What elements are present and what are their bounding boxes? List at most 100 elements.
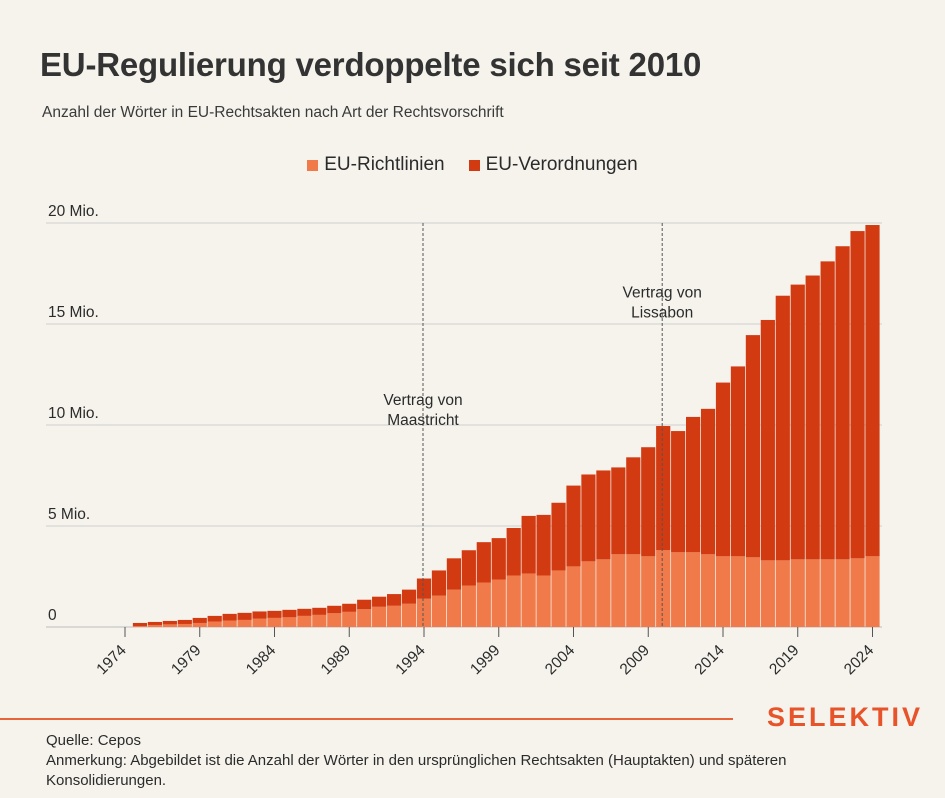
bar-richtlinien-2002 <box>536 575 551 627</box>
legend-swatch-verordnungen <box>468 159 480 171</box>
bar-verordnungen-2023 <box>850 231 865 559</box>
bar-verordnungen-1984 <box>267 610 282 618</box>
bar-richtlinien-1991 <box>372 606 387 627</box>
bar-verordnungen-2006 <box>596 470 611 560</box>
bar-richtlinien-1981 <box>222 620 237 627</box>
bar-richtlinien-2009 <box>641 556 656 627</box>
bar-verordnungen-1987 <box>312 607 327 615</box>
bar-verordnungen-1991 <box>372 596 387 607</box>
bar-richtlinien-2005 <box>581 561 596 627</box>
brand-logo: SELEKTIV <box>766 702 923 732</box>
x-tick-label-1974: 1974 <box>93 642 130 679</box>
bar-verordnungen-2009 <box>641 447 656 557</box>
footnote: Quelle: Cepos Anmerkung: Abgebildet ist … <box>46 731 906 791</box>
bar-richtlinien-1975 <box>132 625 148 627</box>
bar-verordnungen-2001 <box>521 515 536 574</box>
legend-item-richtlinien: EU-Richtlinien <box>307 154 445 176</box>
bar-richtlinien-1997 <box>461 585 476 627</box>
bar-verordnungen-2002 <box>536 514 551 576</box>
annotation-label-1-line-0: Vertrag von <box>623 285 702 302</box>
annotation-label-0: Vertrag von Maastricht <box>383 392 462 429</box>
bar-richtlinien-2003 <box>551 570 566 627</box>
bar-verordnungen-1977 <box>162 620 177 625</box>
bar-verordnungen-2011 <box>671 431 686 553</box>
bar-richtlinien-1989 <box>342 611 357 627</box>
bar-richtlinien-2001 <box>521 573 536 627</box>
source-note: Quelle: Cepos <box>46 732 142 749</box>
x-tick-label-1989: 1989 <box>318 642 354 678</box>
bar-richtlinien-1984 <box>267 617 282 627</box>
bar-richtlinien-2017 <box>760 560 775 627</box>
bar-richtlinien-1977 <box>162 624 177 627</box>
bar-verordnungen-1986 <box>297 608 312 616</box>
bar-richtlinien-1996 <box>446 589 461 627</box>
x-tick-label-1994: 1994 <box>392 642 429 679</box>
bar-verordnungen-2018 <box>775 295 790 561</box>
bar-richtlinien-1999 <box>491 579 506 627</box>
bar-verordnungen-1976 <box>147 621 162 625</box>
bar-verordnungen-1995 <box>431 570 447 596</box>
bar-verordnungen-1999 <box>491 538 506 580</box>
bar-verordnungen-1979 <box>192 617 207 623</box>
x-tick-label-1999: 1999 <box>467 642 503 678</box>
bar-verordnungen-1981 <box>222 613 237 621</box>
bar-richtlinien-1995 <box>431 595 447 627</box>
y-tick-label-0: 0 <box>48 607 57 624</box>
bar-richtlinien-2014 <box>715 556 731 627</box>
annotation-label-0-line-0: Vertrag von <box>383 392 462 409</box>
bar-richtlinien-2018 <box>775 560 790 627</box>
x-tick-label-2004: 2004 <box>542 642 579 679</box>
bar-verordnungen-2008 <box>626 457 641 555</box>
bar-richtlinien-1988 <box>327 613 342 627</box>
y-tick-label-20: 20 Mio. <box>48 203 99 220</box>
x-tick-label-2019: 2019 <box>766 642 802 678</box>
bar-richtlinien-2013 <box>700 554 716 627</box>
bar-verordnungen-2010 <box>656 426 671 551</box>
bar-verordnungen-1993 <box>401 589 417 604</box>
legend-label-richtlinien: EU-Richtlinien <box>324 154 445 175</box>
legend-swatch-richtlinien <box>307 159 319 171</box>
bar-richtlinien-1979 <box>192 622 207 627</box>
bar-verordnungen-2012 <box>686 416 701 553</box>
bar-richtlinien-2016 <box>745 557 760 627</box>
bar-verordnungen-2013 <box>700 408 716 555</box>
chart-title: EU-Regulierung verdoppelte sich seit 201… <box>40 46 702 83</box>
chart-subtitle: Anzahl der Wörter in EU-Rechtsakten nach… <box>42 104 504 121</box>
bar-richtlinien-2020 <box>805 559 820 627</box>
x-tick-label-2024: 2024 <box>841 642 878 679</box>
bar-verordnungen-1978 <box>177 619 192 624</box>
bar-verordnungen-1975 <box>132 622 148 626</box>
bar-richtlinien-1990 <box>357 609 372 627</box>
annotation-label-1: Vertrag von Lissabon <box>623 285 702 322</box>
annotation-label-1-line-1: Lissabon <box>631 305 693 322</box>
bar-richtlinien-1983 <box>252 618 267 627</box>
bar-verordnungen-1994 <box>416 578 432 599</box>
y-tick-label-5: 5 Mio. <box>48 506 90 523</box>
bar-richtlinien-1992 <box>387 605 402 627</box>
bar-richtlinien-2019 <box>790 559 805 627</box>
bar-verordnungen-1982 <box>237 612 252 620</box>
bar-richtlinien-1998 <box>476 582 491 627</box>
bar-verordnungen-1983 <box>252 611 267 619</box>
bar-richtlinien-2008 <box>626 554 641 627</box>
bar-richtlinien-1994 <box>416 598 432 627</box>
bar-richtlinien-2004 <box>566 566 581 627</box>
bar-verordnungen-1998 <box>476 542 491 583</box>
bar-verordnungen-2000 <box>506 528 521 576</box>
bar-richtlinien-2015 <box>730 556 746 627</box>
bar-richtlinien-2012 <box>686 552 701 627</box>
bar-verordnungen-1992 <box>387 594 402 606</box>
bar-verordnungen-2021 <box>820 261 835 560</box>
bar-richtlinien-2006 <box>596 559 611 627</box>
bar-verordnungen-1988 <box>327 605 342 614</box>
stacked-bar-chart: 0 5 Mio. 10 Mio. 15 Mio. 20 Mio. 1974 1979 1984… <box>46 203 882 679</box>
bar-verordnungen-2007 <box>611 467 626 555</box>
bar-verordnungen-1990 <box>357 599 372 610</box>
bar-verordnungen-2022 <box>835 246 850 560</box>
bar-richtlinien-1987 <box>312 614 327 627</box>
bar-richtlinien-1993 <box>401 603 417 627</box>
x-tick-label-2009: 2009 <box>617 642 653 678</box>
bar-richtlinien-2022 <box>835 559 850 627</box>
bar-richtlinien-2021 <box>820 559 835 627</box>
bar-richtlinien-1978 <box>177 623 192 627</box>
